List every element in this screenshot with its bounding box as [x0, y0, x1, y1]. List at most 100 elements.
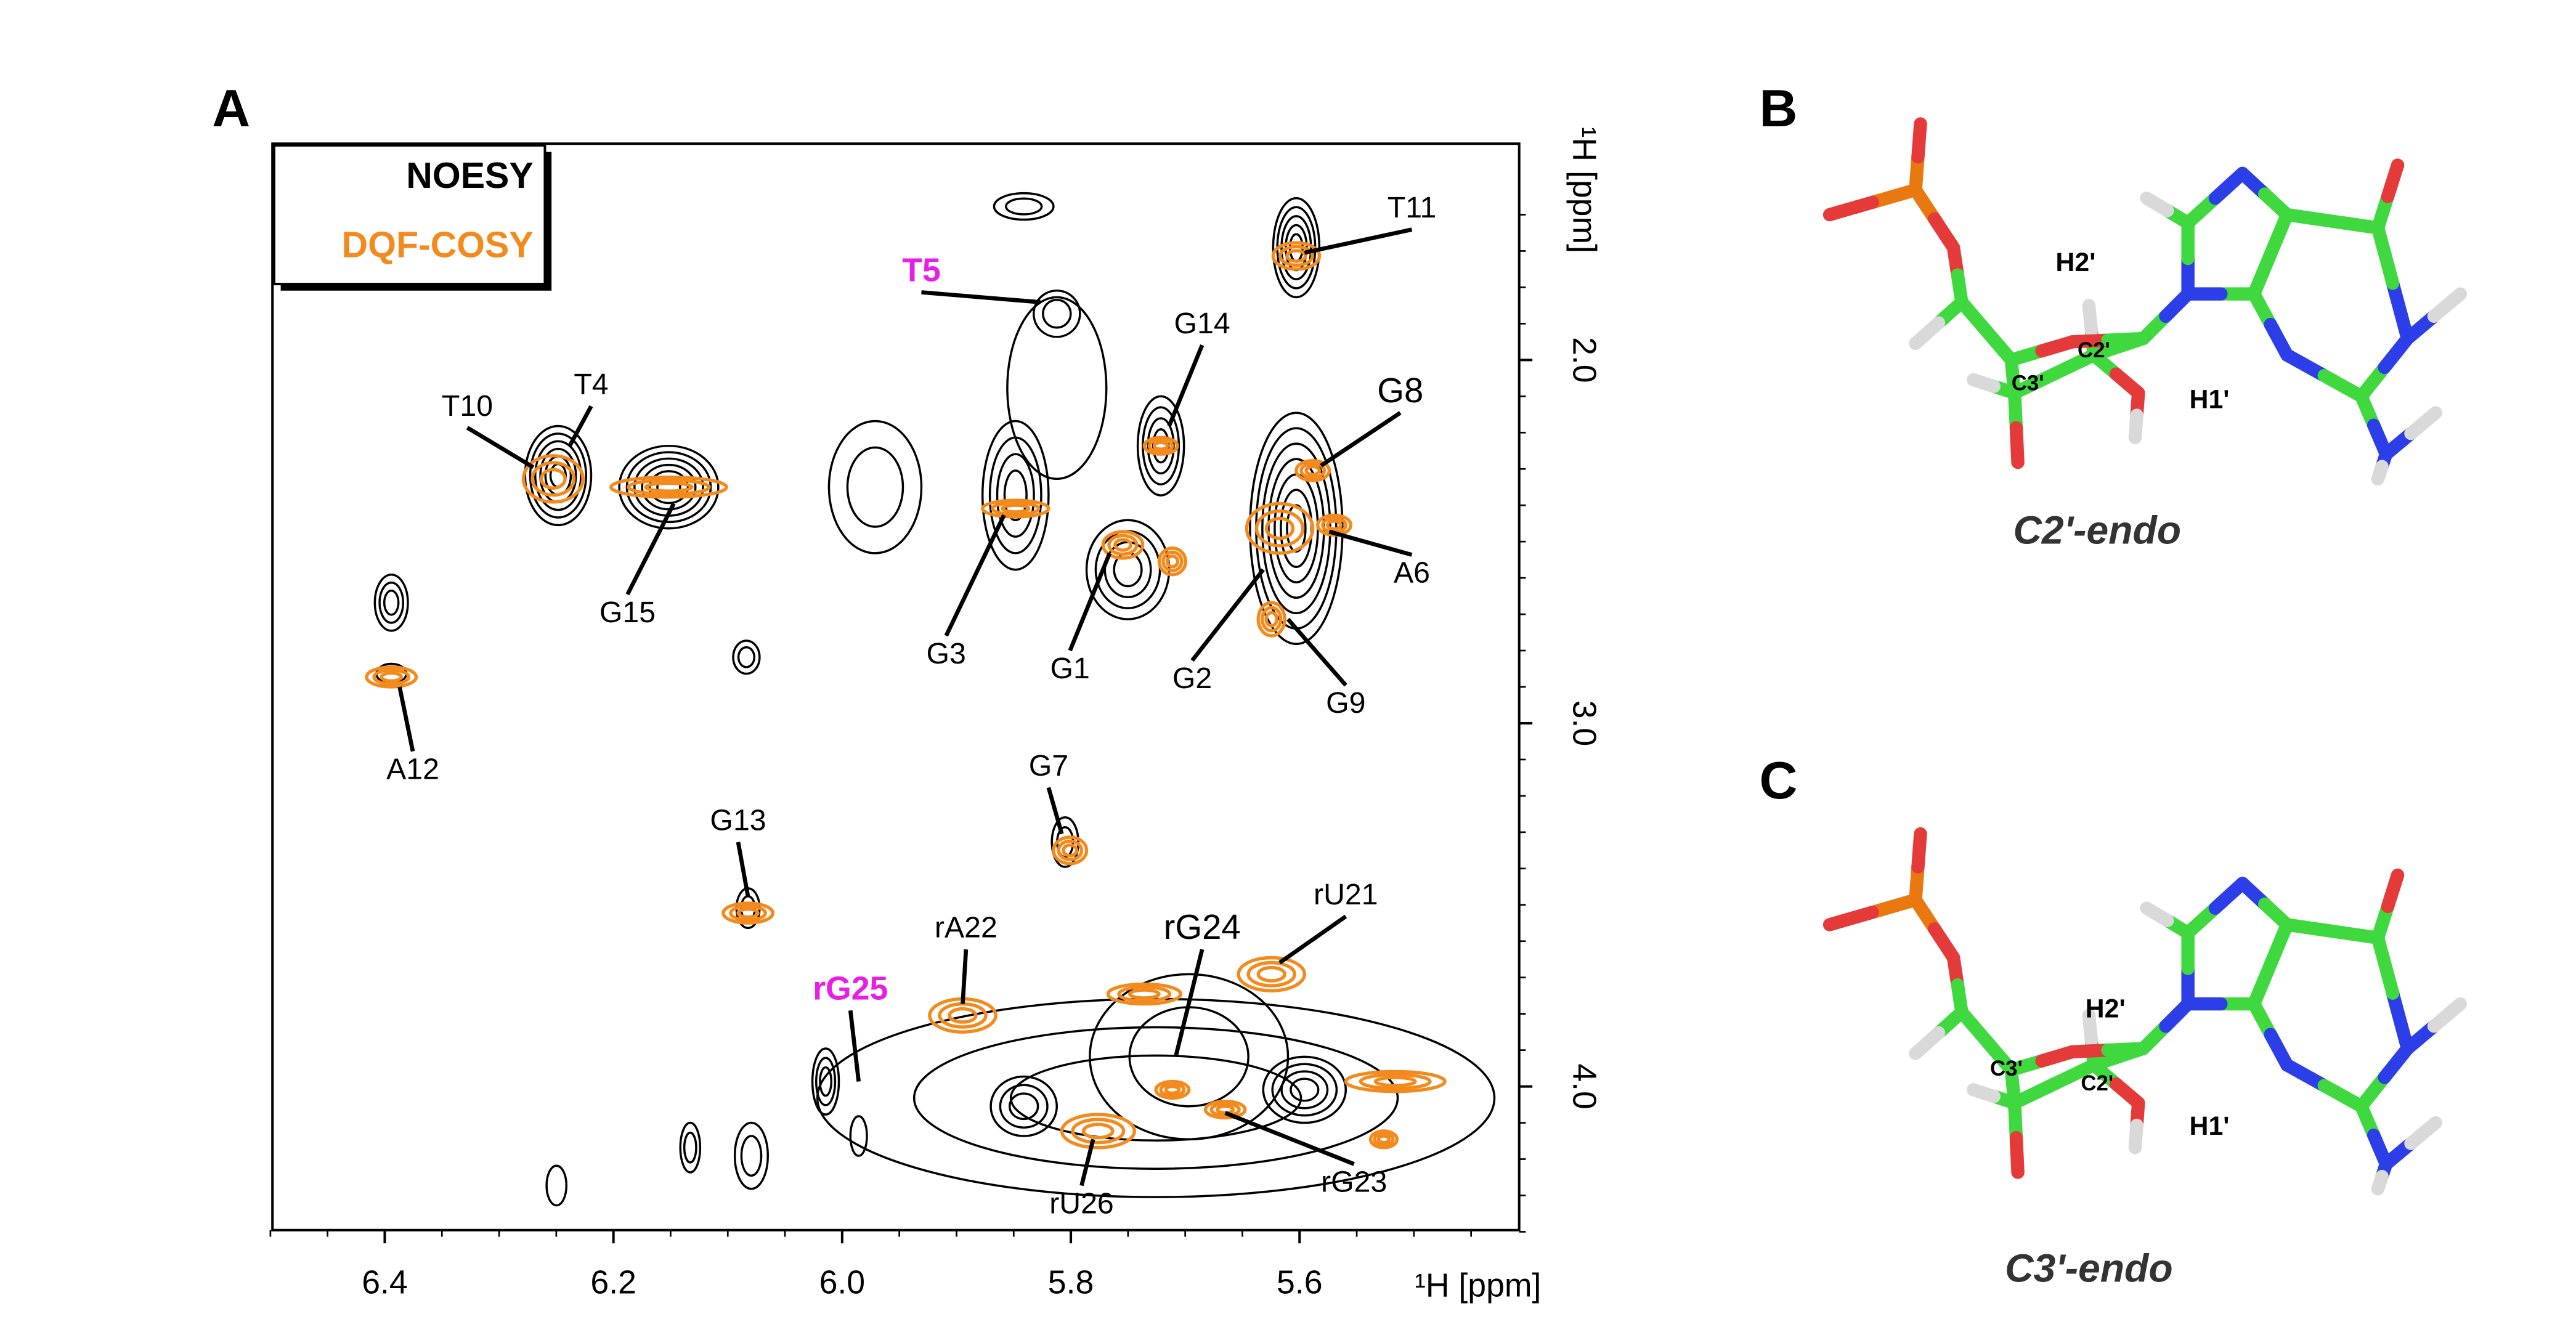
- peak-label: rG24: [1164, 907, 1241, 946]
- cosy-contour: [539, 468, 567, 490]
- molecule-b: [1822, 117, 2468, 486]
- noesy-contour: [912, 1026, 1399, 1170]
- cosy-contour: [1147, 438, 1174, 453]
- atom-label: H2': [2086, 994, 2126, 1024]
- bond: [2008, 367, 2061, 400]
- bond: [1866, 893, 1922, 919]
- cosy-contour: [1209, 1102, 1241, 1118]
- bond: [1911, 827, 1927, 874]
- peak-label: rA22: [935, 911, 997, 944]
- noesy-contour: [618, 444, 720, 530]
- cosy-contour: [365, 665, 418, 689]
- peak-leader: [1046, 787, 1064, 835]
- cosy-contour: [1254, 509, 1305, 548]
- peak-label: rU21: [1314, 878, 1378, 911]
- cosy-contour: [1261, 606, 1283, 633]
- peak-leader: [961, 949, 969, 1004]
- bond: [1909, 1026, 1946, 1060]
- peak-label: T4: [574, 368, 608, 401]
- molecule-c: [1822, 827, 2468, 1196]
- cosy-contour: [1142, 436, 1179, 456]
- peak-leader: [397, 686, 415, 752]
- caption: C2'-endo: [2013, 508, 2181, 553]
- cosy-contour: [1113, 538, 1133, 552]
- peak-leader: [466, 426, 535, 469]
- cosy-contour: [1128, 988, 1161, 1000]
- noesy-contour: [378, 582, 405, 624]
- noesy-contour: [849, 1115, 868, 1157]
- y-tick-label: 4.0: [1566, 1063, 1603, 1110]
- cosy-contour: [1373, 1132, 1395, 1147]
- bond: [2264, 208, 2294, 261]
- bond: [2009, 421, 2025, 469]
- atom-label: C2': [2081, 1071, 2113, 1095]
- bond: [2280, 348, 2331, 383]
- x-tick-label: 5.8: [1048, 1264, 1094, 1301]
- y-tick-label: 3.0: [1566, 700, 1603, 747]
- bond: [2128, 1118, 2143, 1154]
- peak-label: G14: [1174, 307, 1230, 340]
- noesy-contour: [679, 1121, 702, 1174]
- legend-box: [272, 144, 546, 286]
- atom-label: H2': [2055, 248, 2095, 277]
- bond: [2047, 348, 2101, 381]
- bond: [2317, 1079, 2368, 1113]
- bond: [2264, 918, 2294, 971]
- cosy-contour: [1373, 1076, 1417, 1087]
- peak-leader: [1224, 1111, 1355, 1166]
- bond: [2427, 287, 2468, 323]
- peak-leader: [1304, 227, 1413, 255]
- peak-leader: [1286, 617, 1347, 687]
- atom-label: H1': [2190, 385, 2230, 415]
- cosy-contour: [1057, 839, 1084, 862]
- noesy-contour: [1271, 1063, 1338, 1117]
- cosy-contour: [1245, 501, 1315, 555]
- bond: [2381, 158, 2405, 203]
- cosy-contour: [1294, 459, 1331, 482]
- bond: [1967, 373, 2001, 393]
- bond: [2427, 997, 2468, 1033]
- cosy-contour: [1159, 1082, 1186, 1098]
- noesy-contour: [529, 432, 587, 519]
- cosy-contour: [1256, 601, 1286, 638]
- bond: [2082, 299, 2099, 337]
- cosy-contour: [1278, 245, 1314, 267]
- peak-label: T11: [1388, 191, 1437, 224]
- bond: [2371, 1169, 2389, 1196]
- cosy-contour: [991, 501, 1041, 516]
- cosy-contour: [1203, 1100, 1247, 1120]
- cosy-contour: [380, 671, 403, 683]
- cosy-contour: [1326, 519, 1343, 531]
- caption: C3'-endo: [2005, 1246, 2173, 1291]
- cosy-contour: [1264, 516, 1295, 540]
- bond: [2386, 276, 2415, 346]
- cosy-contour: [1157, 546, 1188, 577]
- noesy-contour: [383, 590, 400, 616]
- cosy-contour: [1052, 835, 1089, 866]
- cosy-contour: [530, 461, 576, 497]
- bond: [2008, 1077, 2061, 1110]
- x-tick-label: 5.6: [1277, 1264, 1323, 1301]
- bond: [2247, 248, 2277, 301]
- cosy-contour: [1106, 982, 1182, 1006]
- peak-label: G13: [710, 804, 766, 837]
- panel-letter: C: [1760, 751, 1798, 810]
- cosy-contour: [1164, 1084, 1181, 1095]
- peak-leader: [1167, 344, 1205, 427]
- cosy-contour: [1359, 1073, 1432, 1090]
- peak-leader: [921, 290, 1041, 304]
- noesy-contour: [648, 470, 689, 505]
- bond: [1822, 195, 1879, 222]
- cosy-contour: [1071, 1118, 1126, 1145]
- bond: [1866, 183, 1922, 209]
- noesy-contour: [989, 1075, 1058, 1137]
- cosy-contour: [1154, 1079, 1191, 1100]
- cosy-contour: [1082, 1122, 1115, 1140]
- noesy-contour: [737, 646, 756, 668]
- cosy-contour: [980, 498, 1050, 519]
- bond: [2371, 221, 2400, 290]
- noesy-contour: [1262, 1055, 1347, 1124]
- bond: [2280, 1058, 2331, 1092]
- atom-label: C2': [2078, 338, 2110, 362]
- noesy-contour: [1006, 296, 1108, 481]
